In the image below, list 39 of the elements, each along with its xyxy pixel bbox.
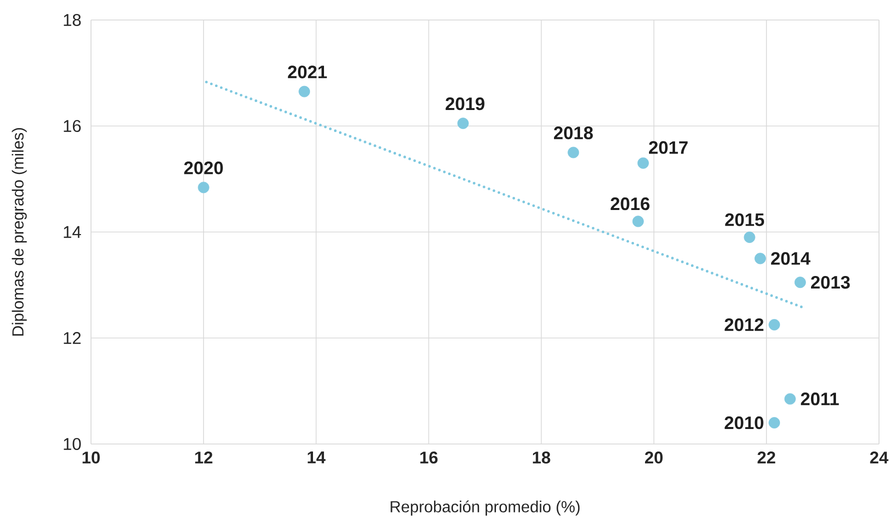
point <box>632 216 644 228</box>
point <box>637 157 649 169</box>
annotation: 2014 <box>771 252 810 265</box>
point <box>568 146 580 158</box>
point <box>198 182 210 194</box>
annotation: 2021 <box>288 66 327 78</box>
x-tick-label: 10 <box>82 452 100 464</box>
annotation: 2017 <box>648 141 688 154</box>
y-tick-label: 10 <box>64 438 81 450</box>
x-tick-label: 18 <box>532 452 550 464</box>
annotation: 2012 <box>724 318 764 332</box>
y-tick-label: 12 <box>64 332 81 344</box>
x-tick-label: 16 <box>420 452 438 464</box>
y-tick-label: 18 <box>64 14 81 26</box>
y-tick-label: 14 <box>64 226 81 238</box>
y-tick-label: 16 <box>64 120 81 132</box>
annotation: 2010 <box>724 416 764 430</box>
point <box>784 393 796 405</box>
annotation: 2011 <box>800 392 839 406</box>
x-tick-label: 12 <box>195 452 212 464</box>
annotation: 2015 <box>725 213 764 226</box>
x-tick-label: 20 <box>645 452 663 464</box>
point <box>298 86 310 98</box>
x-tick-label: 22 <box>758 452 776 464</box>
point <box>794 276 806 288</box>
annotation: 2020 <box>184 162 223 174</box>
x-tick-label: 24 <box>870 452 888 464</box>
annotation: 2013 <box>811 276 850 289</box>
annotation: 2018 <box>554 126 593 140</box>
annotation: 2016 <box>610 197 650 210</box>
x-tick-label: 14 <box>308 452 326 464</box>
point <box>744 232 756 243</box>
point <box>754 252 766 264</box>
point <box>457 118 469 130</box>
y-axis-title: Diplomas de pregrado (miles) <box>12 128 27 336</box>
annotation: 2019 <box>446 97 484 110</box>
point <box>768 319 780 330</box>
x-axis-title: Reprobación promedio (%) <box>390 500 580 516</box>
point <box>768 417 780 428</box>
